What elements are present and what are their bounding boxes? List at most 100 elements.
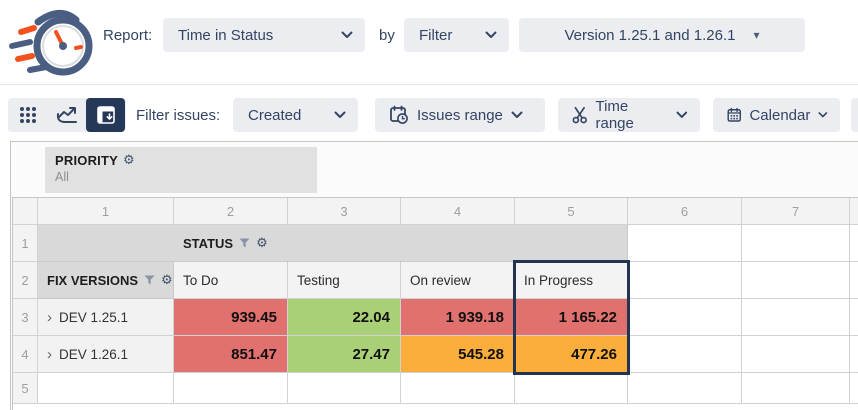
empty-cell[interactable] bbox=[850, 299, 858, 336]
scissors-icon bbox=[572, 106, 587, 124]
chevron-down-icon bbox=[676, 111, 688, 118]
issues-range-label: Issues range bbox=[417, 106, 503, 124]
empty-cell[interactable] bbox=[742, 336, 850, 373]
expand-chevron-icon[interactable]: › bbox=[47, 345, 52, 363]
empty-cell[interactable] bbox=[174, 373, 288, 404]
empty-cell[interactable] bbox=[742, 225, 850, 262]
value-cell[interactable]: 27.47 bbox=[288, 336, 401, 373]
gear-icon[interactable]: ⚙ bbox=[256, 235, 268, 251]
chevron-down-icon bbox=[341, 31, 353, 38]
priority-value: All bbox=[55, 170, 69, 184]
empty-cell[interactable] bbox=[628, 225, 742, 262]
column-header[interactable]: 6 bbox=[628, 198, 742, 225]
status-header-label: STATUS bbox=[183, 235, 234, 251]
pivot-table-icon bbox=[96, 106, 115, 124]
calendar-label: Calendar bbox=[749, 106, 811, 124]
fix-versions-label: FIX VERSIONS bbox=[47, 272, 139, 288]
empty-cell[interactable] bbox=[742, 299, 850, 336]
filter-type-select[interactable]: Filter bbox=[404, 18, 509, 52]
calendar-button[interactable]: Calendar bbox=[713, 98, 840, 132]
pivot-sheet: 1 2 3 4 5 6 7 1 STATUS ⚙ 2 FIX VERSIONS bbox=[12, 197, 858, 410]
stopwatch-logo-icon bbox=[9, 10, 93, 76]
fix-versions-header[interactable]: FIX VERSIONS ⚙ bbox=[38, 262, 174, 299]
view-toolbar: Filter issues: Created Issues range bbox=[0, 98, 858, 132]
by-label: by bbox=[379, 27, 395, 44]
value-cell[interactable]: 545.28 bbox=[401, 336, 515, 373]
empty-cell[interactable] bbox=[742, 262, 850, 299]
value-cell[interactable]: 477.26 bbox=[515, 336, 628, 373]
filter-issues-select[interactable]: Created bbox=[233, 98, 358, 132]
line-chart-icon bbox=[56, 107, 77, 123]
version-filter-select[interactable]: Version 1.25.1 and 1.26.1 ▾ bbox=[519, 18, 805, 52]
report-type-select[interactable]: Time in Status bbox=[163, 18, 365, 52]
value-cell[interactable]: 851.47 bbox=[174, 336, 288, 373]
chart-view-button[interactable] bbox=[47, 98, 86, 132]
empty-cell[interactable] bbox=[628, 336, 742, 373]
filter-funnel-icon[interactable] bbox=[144, 275, 155, 286]
row-header[interactable]: 2 bbox=[13, 262, 38, 299]
gear-icon[interactable]: ⚙ bbox=[161, 272, 173, 288]
empty-cell[interactable] bbox=[515, 373, 628, 404]
calendar-clock-icon bbox=[390, 105, 408, 124]
empty-cell[interactable] bbox=[628, 373, 742, 404]
status-column-header-in-progress[interactable]: In Progress bbox=[515, 262, 628, 299]
empty-cell[interactable] bbox=[850, 262, 858, 299]
caret-down-icon: ▾ bbox=[753, 28, 760, 42]
chevron-down-icon bbox=[334, 111, 346, 118]
column-header[interactable]: 7 bbox=[742, 198, 850, 225]
priority-filter-chip[interactable]: PRIORITY ⚙ All bbox=[45, 147, 317, 193]
value-cell[interactable]: 1 165.22 bbox=[515, 299, 628, 336]
empty-cell[interactable] bbox=[742, 373, 850, 404]
filter-type-value: Filter bbox=[419, 26, 453, 44]
empty-cell[interactable] bbox=[850, 373, 858, 404]
column-header[interactable]: 5 bbox=[515, 198, 628, 225]
empty-cell[interactable] bbox=[401, 373, 515, 404]
priority-label: PRIORITY bbox=[55, 153, 118, 168]
row-header[interactable]: 1 bbox=[13, 225, 38, 262]
column-header[interactable]: 3 bbox=[288, 198, 401, 225]
value-cell[interactable]: 1 939.18 bbox=[401, 299, 515, 336]
chevron-down-icon bbox=[511, 111, 523, 118]
app-header: Report: Time in Status by Filter Version… bbox=[0, 0, 858, 84]
status-column-header-testing[interactable]: Testing bbox=[288, 262, 401, 299]
column-header[interactable]: 2 bbox=[174, 198, 288, 225]
status-column-header-on-review[interactable]: On review bbox=[401, 262, 515, 299]
row-header[interactable]: 4 bbox=[13, 336, 38, 373]
issues-range-button[interactable]: Issues range bbox=[375, 98, 545, 132]
empty-cell[interactable] bbox=[288, 373, 401, 404]
sheet-corner-cell[interactable] bbox=[13, 198, 38, 225]
calendar-icon bbox=[727, 107, 741, 122]
version-row-label[interactable]: › DEV 1.26.1 bbox=[38, 336, 174, 373]
column-header-clipped[interactable] bbox=[850, 198, 858, 225]
empty-cell[interactable] bbox=[850, 225, 858, 262]
status-column-header-todo[interactable]: To Do bbox=[174, 262, 288, 299]
filter-issues-label: Filter issues: bbox=[136, 106, 221, 124]
report-type-value: Time in Status bbox=[178, 26, 274, 44]
expand-chevron-icon[interactable]: › bbox=[47, 308, 52, 326]
chevron-down-icon bbox=[818, 112, 828, 118]
header-divider bbox=[0, 84, 858, 85]
empty-cell[interactable] bbox=[38, 373, 174, 404]
time-range-label: Time range bbox=[595, 98, 634, 132]
status-group-header[interactable]: STATUS ⚙ bbox=[38, 225, 628, 262]
version-name: DEV 1.25.1 bbox=[59, 309, 129, 325]
row-header[interactable]: 3 bbox=[13, 299, 38, 336]
clipped-toolbar-button[interactable] bbox=[851, 98, 858, 132]
value-cell[interactable]: 939.45 bbox=[174, 299, 288, 336]
gear-icon[interactable]: ⚙ bbox=[123, 153, 135, 168]
grid-view-button[interactable] bbox=[8, 98, 47, 132]
pivot-view-button[interactable] bbox=[86, 98, 125, 132]
column-header[interactable]: 1 bbox=[38, 198, 174, 225]
row-header[interactable]: 5 bbox=[13, 373, 38, 404]
empty-cell[interactable] bbox=[628, 299, 742, 336]
value-cell[interactable]: 22.04 bbox=[288, 299, 401, 336]
time-range-button[interactable]: Time range bbox=[558, 98, 700, 132]
column-header[interactable]: 4 bbox=[401, 198, 515, 225]
clipped-row bbox=[13, 404, 858, 410]
empty-cell[interactable] bbox=[850, 336, 858, 373]
empty-cell[interactable] bbox=[628, 262, 742, 299]
version-row-label[interactable]: › DEV 1.25.1 bbox=[38, 299, 174, 336]
version-name: DEV 1.26.1 bbox=[59, 346, 129, 362]
filter-funnel-icon[interactable] bbox=[239, 238, 250, 249]
